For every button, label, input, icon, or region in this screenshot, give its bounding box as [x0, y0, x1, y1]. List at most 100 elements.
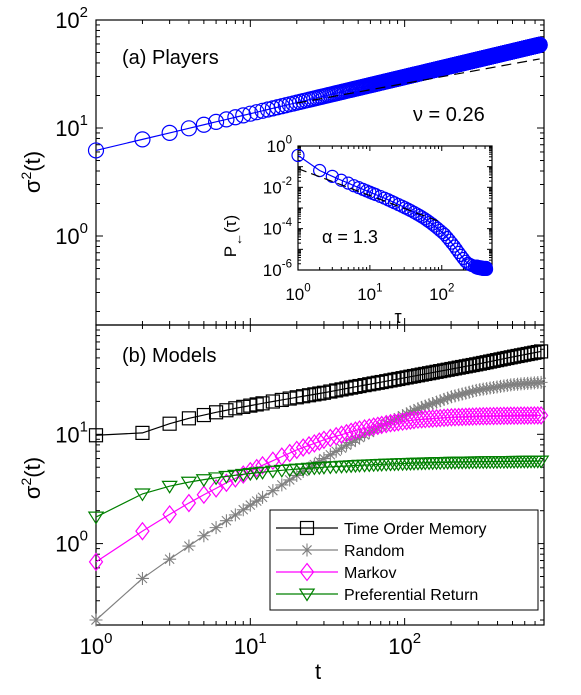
data-point: [462, 385, 476, 399]
data-point: [531, 36, 548, 53]
data-point: [352, 378, 367, 394]
data-point: [440, 408, 455, 427]
data-point: [161, 480, 178, 494]
data-point: [510, 406, 525, 426]
inset-reference-line: [297, 168, 442, 223]
legend-label: Markov: [344, 565, 396, 582]
data-point: [134, 131, 151, 148]
inset-reference-label: α = 1.3: [322, 227, 378, 247]
data-point: [426, 396, 440, 410]
data-point: [461, 407, 477, 427]
data-point: [323, 384, 338, 399]
data-point: [88, 552, 104, 572]
data-point: [254, 466, 271, 480]
data-point: [135, 571, 149, 585]
data-point: [250, 494, 264, 508]
data-point: [357, 419, 372, 438]
panel-a-y-tick-labels: 100 101 102: [55, 4, 88, 249]
panel-b-x-tick-labels: 100 101 102: [80, 630, 421, 659]
data-point: [135, 425, 150, 440]
data-point: [444, 361, 459, 377]
panel-b-y-tick-labels: 100 101: [55, 418, 88, 556]
data-point: [295, 438, 311, 457]
data-point: [391, 371, 406, 387]
data-point: [266, 484, 280, 498]
inset-series: [291, 148, 494, 276]
data-point: [275, 478, 289, 492]
data-point: [313, 163, 327, 178]
data-point: [255, 396, 270, 411]
data-point: [256, 490, 270, 504]
data-point: [196, 485, 212, 505]
data-point: [396, 409, 410, 423]
x-tick-label: 100: [80, 630, 113, 659]
data-point: [422, 398, 436, 412]
data-point: [312, 386, 327, 401]
legend-label: Random: [344, 543, 404, 560]
data-point: [298, 588, 316, 602]
data-point: [417, 409, 433, 429]
panel-b: 100 101 102 100 101 (b) Models σ2(t) t Time…: [18, 324, 550, 684]
data-point: [374, 415, 389, 435]
data-point: [458, 407, 474, 427]
data-point: [227, 109, 244, 126]
data-point: [399, 411, 414, 431]
data-point: [523, 406, 539, 425]
data-point: [435, 225, 449, 240]
data-point: [437, 392, 451, 406]
data-point: [273, 464, 291, 478]
data-point: [343, 422, 359, 442]
inset-x-tick-label: 102: [429, 283, 454, 305]
data-point: [283, 473, 297, 487]
data-point: [459, 386, 473, 400]
y-tick-label: 100: [55, 220, 88, 249]
data-point: [414, 367, 429, 382]
data-point: [296, 389, 311, 404]
data-point: [197, 529, 211, 543]
data-point: [181, 411, 197, 426]
data-point: [444, 407, 459, 427]
data-point: [465, 357, 480, 373]
y-tick-label: 101: [55, 112, 88, 141]
inset-x-tick-label: 101: [357, 283, 382, 305]
data-point: [134, 488, 151, 502]
data-point: [444, 390, 458, 404]
data-point: [218, 470, 235, 485]
data-point: [236, 503, 250, 517]
data-point: [493, 406, 508, 426]
data-point: [334, 382, 349, 397]
data-point: [447, 407, 463, 427]
data-point: [323, 448, 337, 462]
data-point: [334, 173, 348, 187]
data-point: [317, 452, 331, 466]
data-point: [265, 451, 281, 471]
data-point: [530, 344, 545, 360]
data-point: [370, 416, 386, 436]
data-point: [182, 539, 196, 553]
data-point: [451, 407, 466, 427]
data-point: [249, 458, 264, 478]
legend-item: Markov: [276, 562, 396, 582]
data-point: [325, 169, 339, 183]
data-point: [254, 102, 271, 119]
data-point: [218, 111, 235, 128]
inset-x-tick-label: 100: [285, 283, 310, 305]
data-point: [208, 478, 224, 498]
data-point: [264, 465, 282, 479]
panel-a: 100 101 102 (a) Players σ2(t) ν = 0.26 100…: [18, 4, 548, 327]
data-point: [335, 441, 349, 455]
data-point: [362, 418, 377, 437]
data-point: [339, 423, 354, 443]
data-point: [161, 124, 178, 142]
panel-b-frame: [95, 324, 545, 626]
data-point: [236, 465, 251, 485]
x-tick-label: 101: [234, 630, 267, 659]
data-point: [425, 409, 440, 429]
data-point: [299, 520, 315, 536]
data-point: [307, 458, 321, 472]
data-point: [255, 455, 270, 475]
legend-label: Time Order Memory: [344, 521, 487, 538]
data-point: [452, 388, 466, 402]
data-point: [410, 368, 426, 383]
